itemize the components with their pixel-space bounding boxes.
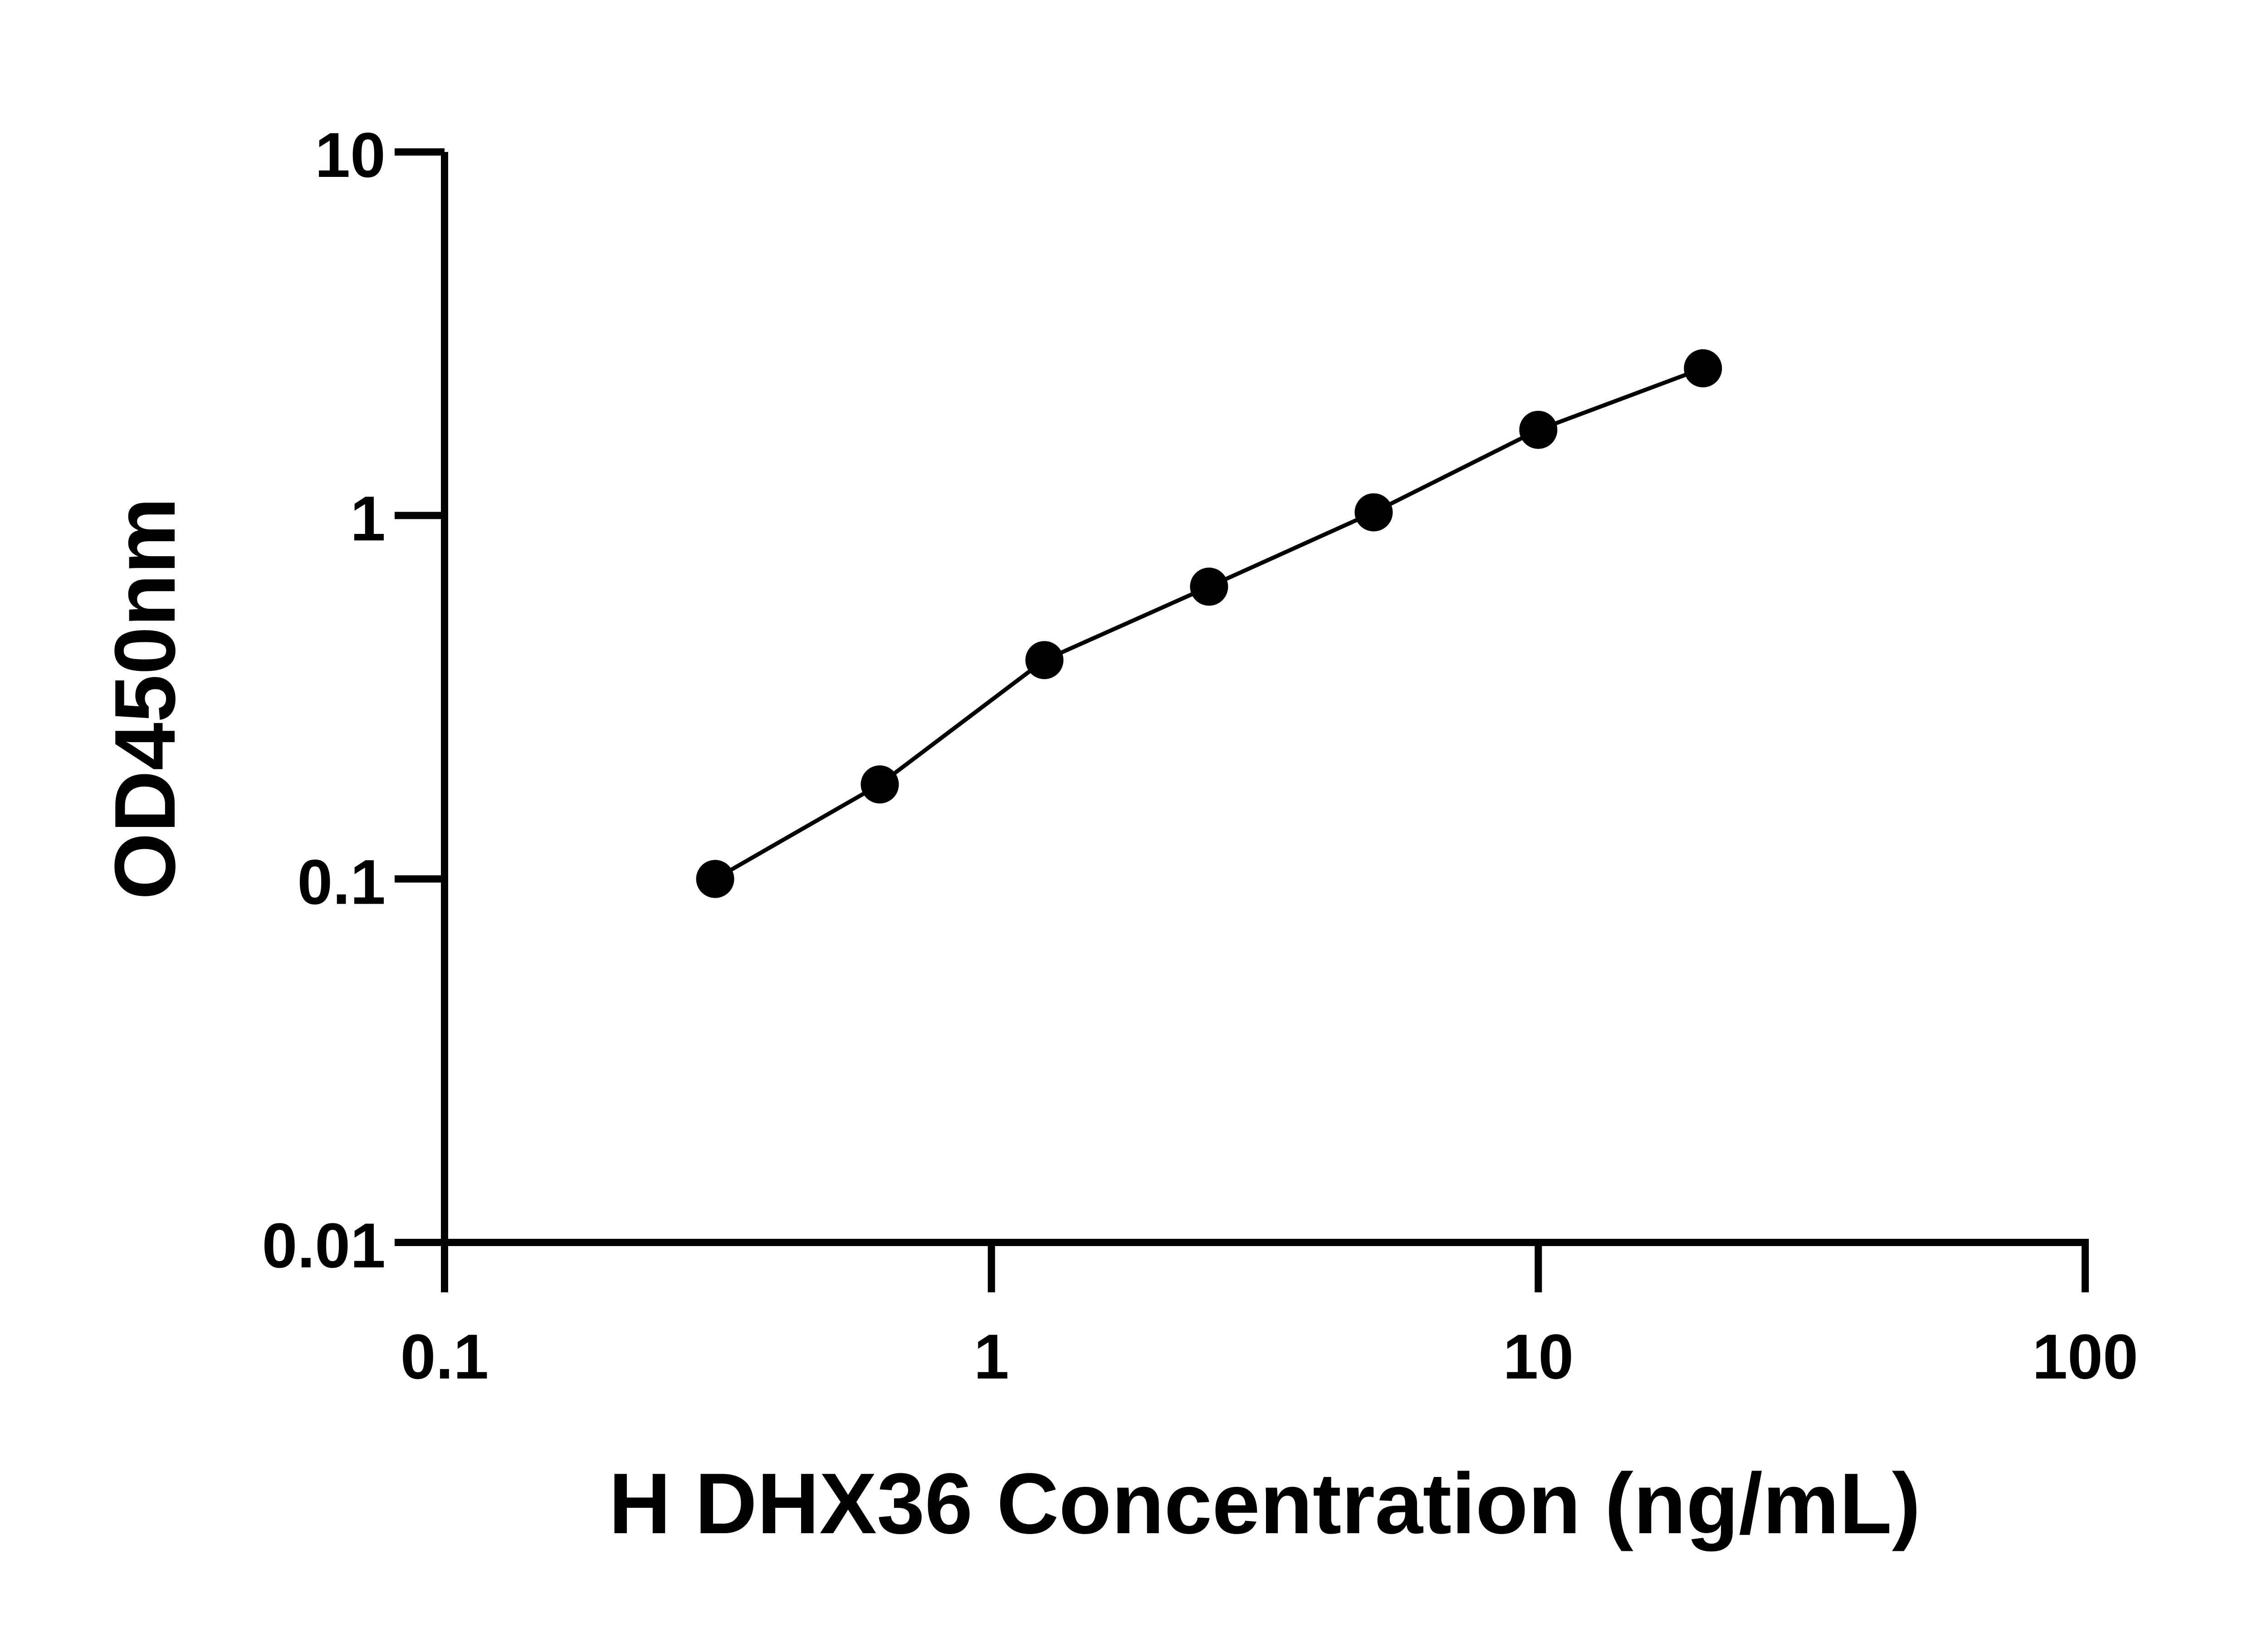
x-tick-label: 1 xyxy=(974,1321,1009,1392)
y-tick-label: 10 xyxy=(315,119,386,191)
data-point xyxy=(1519,411,1558,449)
fit-curve xyxy=(714,366,1704,881)
data-point xyxy=(1354,493,1393,532)
y-tick-label: 0.01 xyxy=(262,1210,386,1281)
data-point xyxy=(1190,567,1228,606)
y-tick-label: 0.1 xyxy=(297,846,386,918)
data-point xyxy=(1684,349,1722,387)
x-tick-label: 100 xyxy=(2032,1321,2138,1392)
x-tick-label: 10 xyxy=(1503,1321,1574,1392)
data-point xyxy=(696,860,734,898)
data-point xyxy=(860,765,899,804)
y-tick-label: 1 xyxy=(350,483,386,554)
y-axis-title: OD450nm xyxy=(97,497,193,900)
plot-area xyxy=(696,349,1722,898)
x-tick-label: 0.1 xyxy=(401,1321,489,1392)
data-point xyxy=(1025,641,1064,680)
x-axis-title: H DHX36 Concentration (ng/mL) xyxy=(609,1456,1921,1552)
